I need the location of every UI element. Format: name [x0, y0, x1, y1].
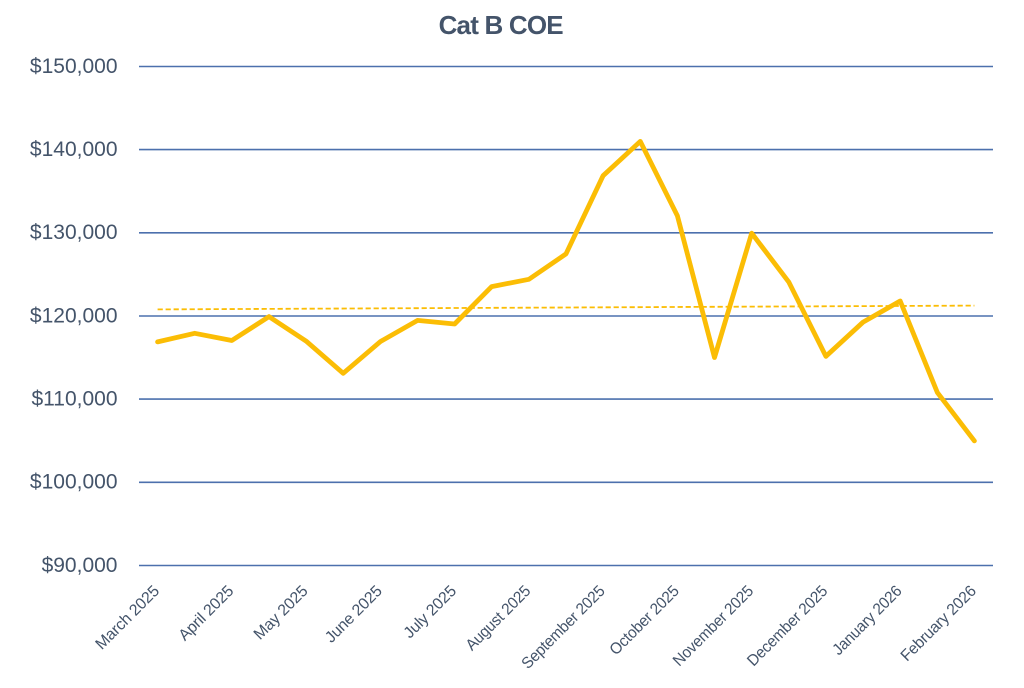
svg-text:$130,000: $130,000	[30, 221, 118, 244]
svg-text:$90,000: $90,000	[42, 554, 118, 577]
svg-text:Cat B COE: Cat B COE	[439, 10, 564, 40]
svg-text:$120,000: $120,000	[30, 304, 118, 327]
svg-text:$140,000: $140,000	[30, 138, 118, 161]
svg-text:$150,000: $150,000	[30, 55, 118, 78]
svg-text:$110,000: $110,000	[31, 387, 117, 410]
svg-text:$100,000: $100,000	[30, 471, 118, 494]
